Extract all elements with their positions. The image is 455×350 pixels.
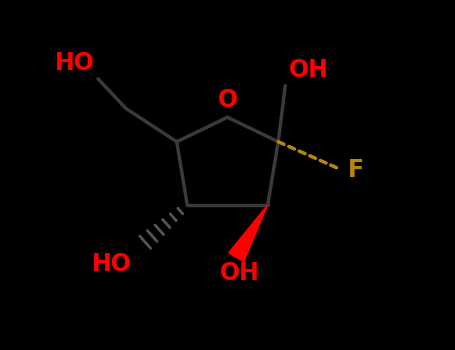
Text: HO: HO xyxy=(91,252,131,276)
Text: F: F xyxy=(348,158,364,182)
Text: OH: OH xyxy=(220,261,260,285)
Polygon shape xyxy=(229,205,268,262)
Text: HO: HO xyxy=(55,51,95,75)
Text: O: O xyxy=(217,88,238,112)
Text: OH: OH xyxy=(289,58,329,82)
